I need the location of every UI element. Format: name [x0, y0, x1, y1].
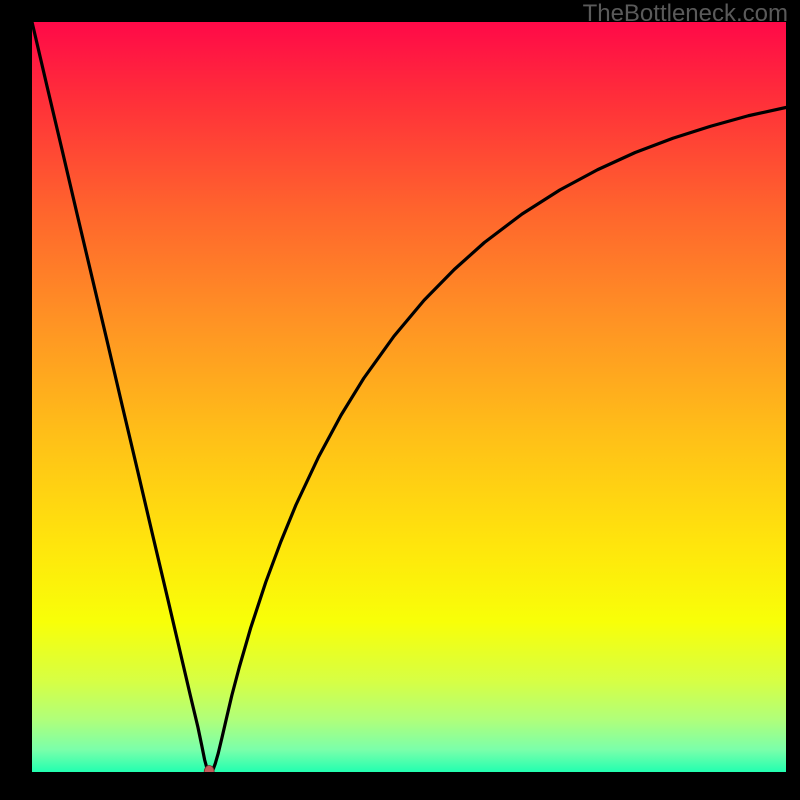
bottleneck-curve: [32, 22, 786, 772]
watermark-text: TheBottleneck.com: [583, 0, 788, 28]
curve-svg: [32, 22, 786, 772]
plot-area: [32, 22, 786, 772]
chart-container: TheBottleneck.com: [0, 0, 800, 800]
